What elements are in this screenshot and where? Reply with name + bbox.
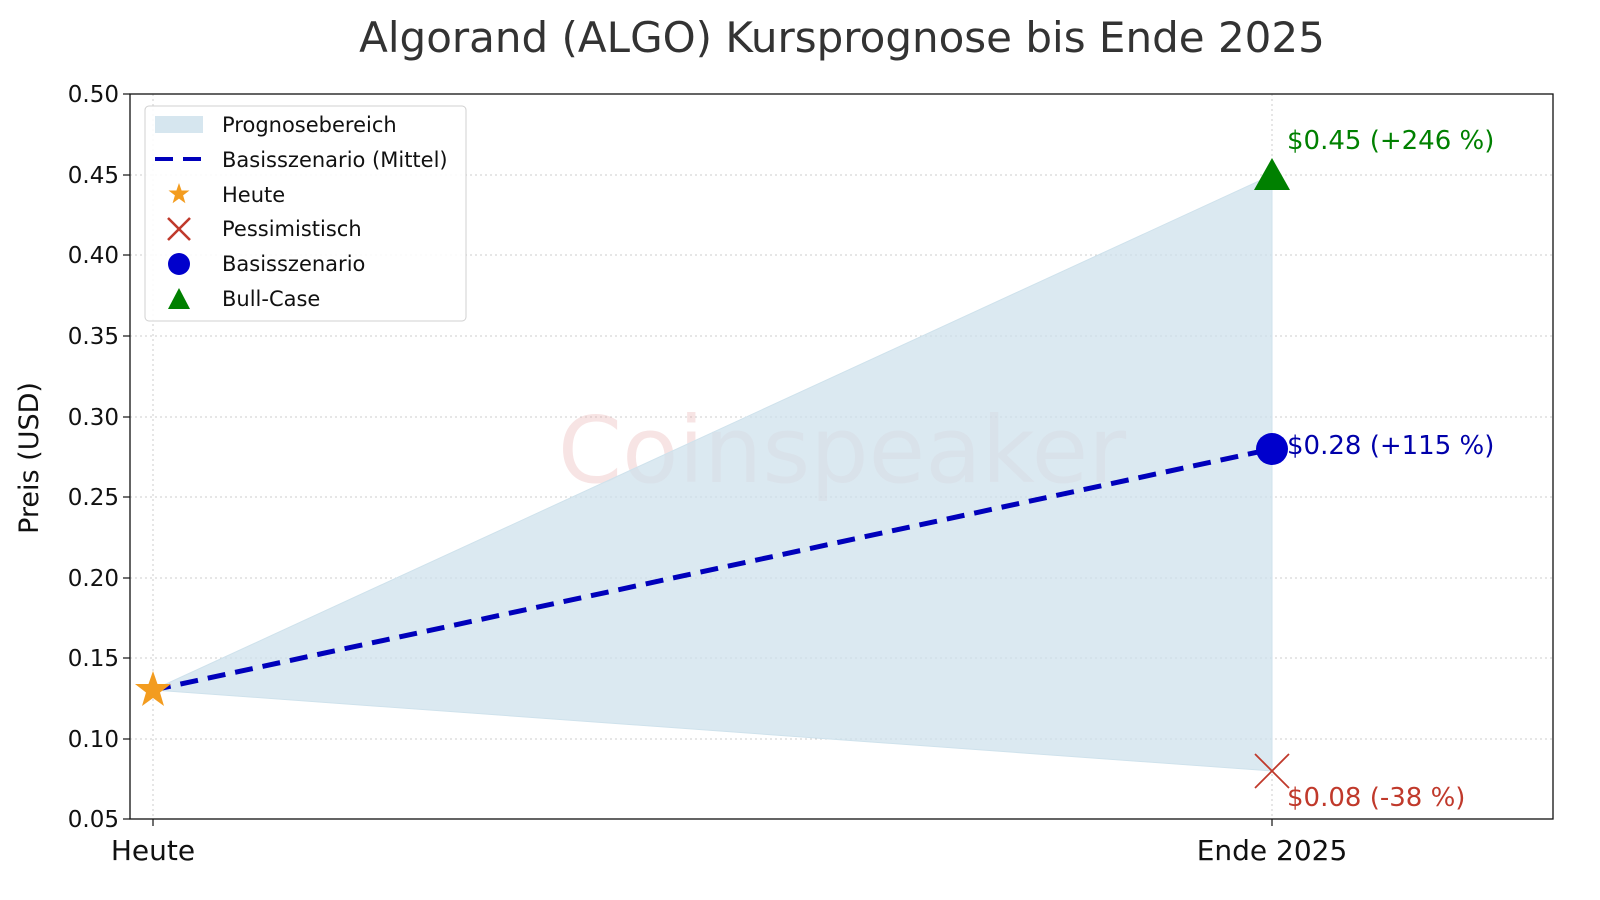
y-tick-label: 0.15 bbox=[68, 646, 119, 672]
legend-label: Pessimistisch bbox=[222, 217, 362, 241]
y-tick-label: 0.05 bbox=[68, 807, 119, 833]
triangle-icon bbox=[1254, 158, 1290, 190]
bull-case-annotation: $0.45 (+246 %) bbox=[1287, 126, 1494, 156]
y-tick-label: 0.35 bbox=[68, 324, 119, 350]
y-tick-label: 0.45 bbox=[68, 163, 119, 189]
triangle-icon bbox=[168, 288, 190, 309]
star-icon bbox=[135, 671, 171, 706]
y-tick-label: 0.20 bbox=[68, 566, 119, 592]
circle-icon bbox=[1256, 433, 1288, 465]
y-tick-label: 0.25 bbox=[68, 485, 119, 511]
y-tick-label: 0.30 bbox=[68, 405, 119, 431]
legend: Prognosebereich Basisszenario (Mittel) H… bbox=[144, 105, 467, 322]
legend-label: Basisszenario (Mittel) bbox=[222, 148, 448, 172]
legend-label: Basisszenario bbox=[222, 252, 365, 276]
x-icon bbox=[1254, 753, 1290, 789]
base-scenario-annotation: $0.28 (+115 %) bbox=[1287, 431, 1494, 461]
area-swatch bbox=[155, 116, 203, 133]
x-icon bbox=[167, 217, 191, 241]
y-tick-label: 0.40 bbox=[68, 243, 119, 269]
pessimistic-annotation: $0.08 (-38 %) bbox=[1287, 783, 1465, 813]
legend-label: Bull-Case bbox=[222, 287, 320, 311]
circle-icon bbox=[168, 253, 190, 275]
x-tick-label-heute: Heute bbox=[111, 834, 195, 867]
plot-frame bbox=[129, 93, 1554, 820]
y-axis: 0.05 0.10 0.15 0.20 0.25 0.30 0.35 0.40 … bbox=[68, 82, 130, 833]
chart-title: Algorand (ALGO) Kursprognose bis Ende 20… bbox=[359, 13, 1325, 62]
base-scenario-line bbox=[152, 446, 1273, 693]
y-tick-label: 0.10 bbox=[68, 727, 119, 753]
y-tick-label: 0.50 bbox=[68, 82, 119, 108]
star-icon bbox=[168, 183, 190, 204]
forecast-range-area bbox=[152, 174, 1273, 772]
legend-label: Prognosebereich bbox=[222, 113, 397, 137]
y-axis-label: Preis (USD) bbox=[14, 382, 45, 534]
x-axis: Heute Ende 2025 bbox=[111, 819, 1347, 867]
x-tick-label-ende-2025: Ende 2025 bbox=[1197, 834, 1348, 867]
legend-label: Heute bbox=[222, 183, 285, 207]
